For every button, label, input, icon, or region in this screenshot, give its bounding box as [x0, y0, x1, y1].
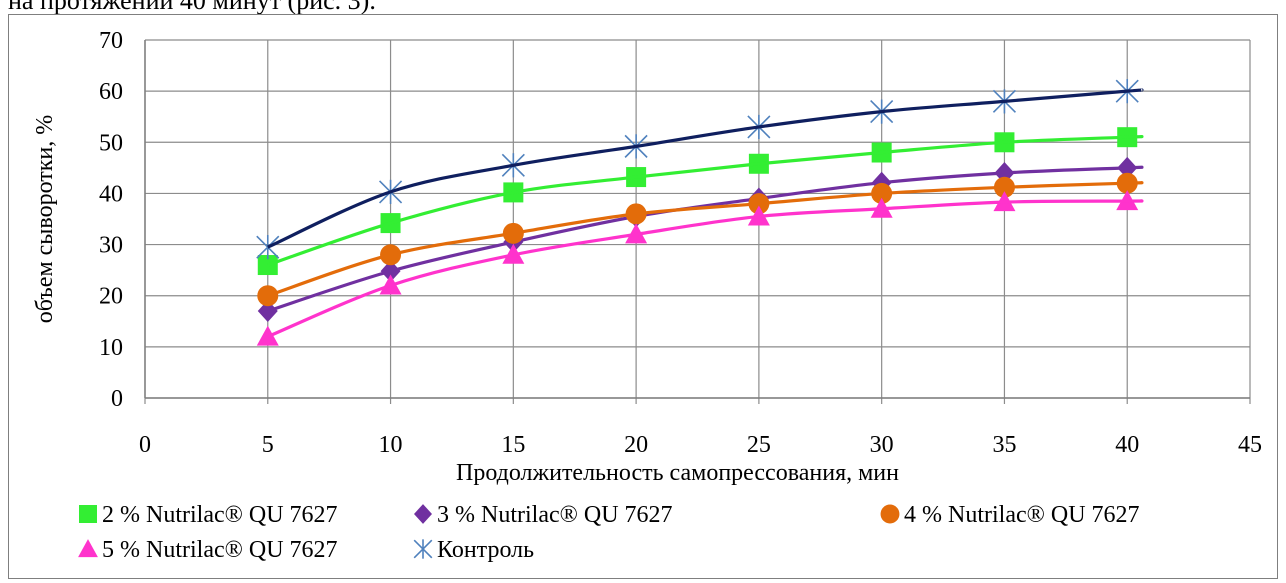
- legend-item: 3 % Nutrilac® QU 7627: [414, 502, 673, 528]
- x-tick-label: 0: [139, 432, 151, 458]
- legend-label: Контроль: [437, 537, 534, 563]
- y-tick-label: 30: [99, 233, 123, 259]
- y-axis-label: объем сыворотки, %: [32, 115, 58, 323]
- y-tick-label: 70: [99, 28, 123, 54]
- x-tick-label: 10: [379, 432, 403, 458]
- legend-label: 2 % Nutrilac® QU 7627: [102, 502, 338, 528]
- x-tick-label: 45: [1238, 432, 1262, 458]
- y-tick-label: 50: [99, 130, 123, 156]
- legend-label: 4 % Nutrilac® QU 7627: [904, 502, 1140, 528]
- grid: [144, 39, 1251, 404]
- chart-frame: [8, 14, 1278, 579]
- series: [256, 79, 1144, 346]
- trend-line: [267, 165, 1144, 313]
- x-axis-label: Продолжительность самопрессования, мин: [456, 460, 899, 486]
- legend-label: 5 % Nutrilac® QU 7627: [102, 537, 338, 563]
- x-tick-label: 20: [624, 432, 648, 458]
- x-tick-label: 30: [870, 432, 894, 458]
- x-tick-label: 25: [747, 432, 771, 458]
- series-5: [256, 79, 1144, 260]
- axis-ticks: 0 10 20 30 40 50 60 70 0 5 10 15 20 25 30 35 40 45: [99, 28, 1262, 458]
- trend-line: [267, 199, 1144, 339]
- legend-item: Контроль: [413, 537, 534, 563]
- legend-item: 5 % Nutrilac® QU 7627: [78, 537, 338, 563]
- legend-marker: [880, 504, 900, 524]
- trend-line: [267, 181, 1144, 298]
- caption-fragment: на протяжении 40 минут (рис. 3).: [8, 0, 376, 15]
- series-3: [257, 172, 1144, 307]
- y-tick-label: 10: [99, 335, 123, 361]
- y-tick-label: 0: [111, 386, 123, 412]
- trend-line: [267, 88, 1144, 249]
- x-tick-label: 15: [501, 432, 525, 458]
- series-1: [257, 127, 1144, 276]
- y-tick-label: 20: [99, 284, 123, 310]
- legend-marker: [414, 504, 432, 524]
- x-tick-label: 35: [992, 432, 1016, 458]
- y-tick-label: 40: [99, 181, 123, 207]
- legend-marker: [79, 505, 97, 523]
- legend: 2 % Nutrilac® QU 7627 3 % Nutrilac® QU 76…: [78, 502, 1140, 563]
- trend-line: [267, 134, 1144, 267]
- legend-label: 3 % Nutrilac® QU 7627: [437, 502, 673, 528]
- series-4: [256, 190, 1144, 346]
- x-tick-label: 5: [262, 432, 274, 458]
- legend-marker: [413, 539, 433, 559]
- legend-item: 4 % Nutrilac® QU 7627: [880, 502, 1140, 528]
- legend-item: 2 % Nutrilac® QU 7627: [79, 502, 338, 528]
- legend-marker: [78, 539, 98, 558]
- x-tick-label: 40: [1115, 432, 1139, 458]
- y-tick-label: 60: [99, 79, 123, 105]
